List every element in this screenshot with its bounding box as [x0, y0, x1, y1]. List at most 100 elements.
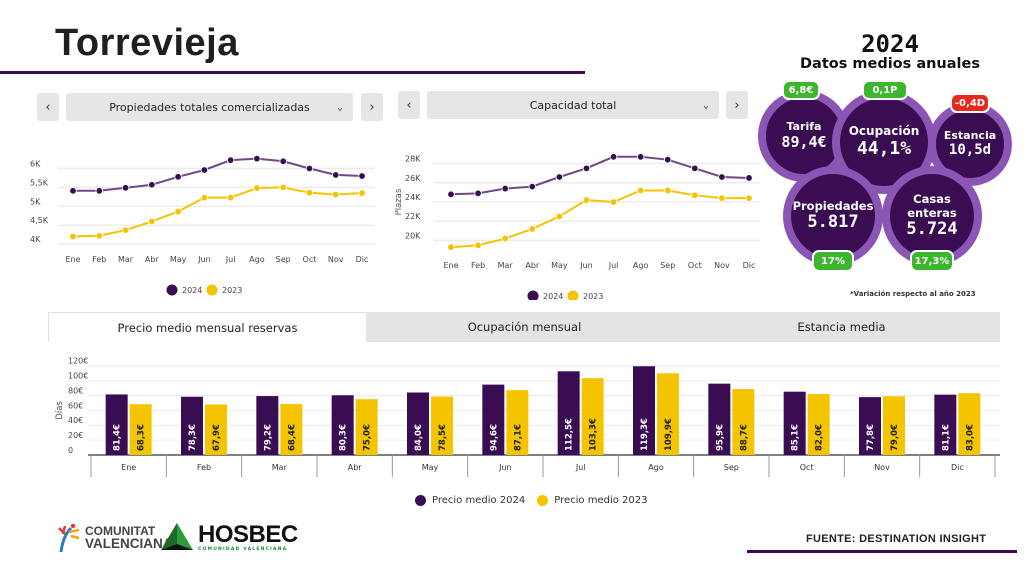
x-tick-label: Sep — [660, 261, 675, 270]
next-metric-button-right[interactable]: › — [726, 91, 748, 119]
data-point — [501, 184, 509, 193]
data-source: FUENTE: DESTINATION INSIGHT — [806, 533, 987, 545]
x-tick-label: Oct — [800, 463, 814, 472]
kpi-value: 89,4€ — [781, 133, 827, 152]
x-tick-label: May — [422, 463, 439, 472]
chevron-down-icon: ⌄ — [702, 99, 709, 111]
legend-swatch-2023 — [537, 495, 549, 506]
bar-2024 — [407, 392, 429, 455]
data-point — [691, 164, 699, 173]
data-point — [121, 226, 130, 234]
kpi-variation-badge: 6,8€ — [782, 80, 820, 100]
data-point — [745, 194, 753, 202]
data-point — [447, 190, 455, 199]
y-axis-label: Plazas — [395, 188, 404, 215]
y-tick-label: 24K — [405, 193, 421, 202]
kpi-value: 5.724 — [906, 218, 958, 239]
bar-2024 — [331, 395, 354, 455]
data-point — [174, 173, 182, 181]
x-tick-label: Ago — [249, 255, 265, 264]
x-tick-label: Dic — [356, 255, 369, 264]
data-point — [95, 232, 103, 240]
bar-2023 — [732, 389, 755, 455]
x-tick-label: Abr — [348, 463, 363, 472]
data-point — [528, 182, 536, 191]
tab-ocupacion-mensual[interactable]: Ocupación mensual — [467, 320, 582, 334]
bar-2024 — [256, 396, 279, 455]
bar-2023 — [807, 393, 830, 455]
x-tick-label: Jul — [608, 261, 619, 270]
prev-metric-button-right[interactable]: ‹ — [398, 91, 420, 119]
bar-value-label: 94,6€ — [489, 424, 499, 451]
bar-value-label: 81,4€ — [113, 424, 123, 451]
data-point — [253, 154, 261, 163]
legend-swatch-2024 — [415, 495, 426, 506]
kpi-variation-badge: 17,3% — [910, 250, 954, 272]
x-tick-label: Dic — [951, 463, 964, 472]
prev-metric-button[interactable]: ‹ — [37, 93, 59, 121]
data-point — [305, 164, 314, 173]
chevron-right-icon: › — [369, 99, 375, 115]
series-line-2023 — [450, 189, 749, 249]
hosbec-logo: HOSBEC COMUNIDAD VALENCIANA — [160, 522, 298, 552]
kpi-year: 2024 — [861, 30, 919, 58]
data-point — [555, 173, 564, 181]
hosbec-name: HOSBEC — [198, 520, 298, 548]
kpi-label: Propiedades — [792, 199, 874, 214]
data-point — [582, 164, 591, 173]
data-point — [69, 232, 77, 241]
legend-label-2023: Precio medio 2023 — [554, 495, 648, 506]
metric-dropdown-left[interactable]: Propiedades totales comercializadas ⌄ — [66, 93, 353, 121]
bar-2024 — [557, 371, 580, 455]
bar-value-label: 67,9€ — [212, 424, 222, 451]
bar-2024 — [181, 396, 203, 455]
kpi-value: 44,1% — [856, 138, 912, 159]
kpi-variation-badge: 17% — [812, 250, 854, 272]
x-tick-label: Mar — [498, 261, 514, 270]
x-tick-label: Mar — [118, 255, 134, 264]
bar-value-label: 79,0€ — [890, 424, 900, 451]
legend-swatch — [206, 284, 218, 296]
data-point — [528, 225, 536, 233]
dropdown-label: Capacidad total — [529, 98, 617, 112]
data-point — [200, 166, 209, 174]
y-tick-label: 5K — [30, 197, 41, 206]
hosbec-triangle-icon — [161, 523, 193, 550]
y-tick-label: 0 — [68, 446, 73, 455]
bar-2024 — [105, 394, 128, 455]
data-point — [279, 157, 287, 165]
title-underline — [0, 71, 585, 74]
bar-2023 — [657, 373, 679, 455]
bar-value-label: 68,3€ — [137, 424, 147, 451]
tab-estancia-media[interactable]: Estancia media — [797, 320, 886, 334]
bar-value-label: 68,4€ — [287, 424, 297, 451]
tab-precio-medio[interactable]: Precio medio mensual reservas — [48, 312, 366, 342]
comunitat-valenciana-logo: COMUNITAT VALENCIANA — [55, 522, 173, 554]
data-point — [148, 181, 156, 189]
chevron-left-icon: ‹ — [45, 99, 51, 115]
data-point — [447, 243, 455, 251]
data-point — [332, 190, 340, 199]
data-point — [279, 183, 287, 192]
data-point — [148, 217, 156, 226]
y-tick-label: 22K — [405, 212, 421, 221]
bar-2024 — [708, 383, 731, 455]
data-point — [200, 193, 209, 202]
properties-line-chart: 4K 4,5K 5K 5,5K 6K Ene Feb Mar Abr May Jun Jul Ago Se… — [30, 154, 375, 296]
y-tick-label: 4K — [30, 235, 41, 244]
hosbec-subtitle: COMUNIDAD VALENCIANA — [198, 546, 288, 552]
bar-value-label: 84,0€ — [414, 424, 424, 451]
bar-value-label: 79,2€ — [263, 424, 273, 451]
bar-2024 — [633, 366, 655, 455]
bar-value-label: 103,3€ — [589, 418, 599, 451]
x-tick-label: Nov — [328, 255, 344, 264]
y-tick-label: 6K — [30, 159, 41, 168]
x-tick-label: Jun — [197, 255, 211, 264]
bar-value-label: 75,0€ — [363, 424, 373, 451]
data-point — [358, 189, 366, 197]
data-point — [609, 198, 618, 206]
next-metric-button[interactable]: › — [361, 93, 383, 121]
y-axis-label: Días — [55, 401, 65, 420]
metric-dropdown-right[interactable]: Capacidad total ⌄ — [427, 91, 719, 119]
kpi-value: 5.817 — [807, 212, 859, 233]
